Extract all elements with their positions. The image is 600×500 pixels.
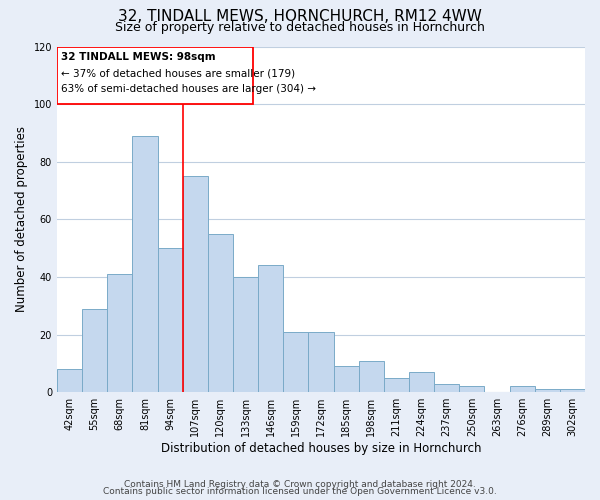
Text: 32 TINDALL MEWS: 98sqm: 32 TINDALL MEWS: 98sqm [61,52,215,62]
Bar [384,378,409,392]
Bar [182,176,208,392]
Bar [434,384,459,392]
Bar [82,308,107,392]
Text: Size of property relative to detached houses in Hornchurch: Size of property relative to detached ho… [115,21,485,34]
Text: ← 37% of detached houses are smaller (179): ← 37% of detached houses are smaller (17… [61,68,295,78]
Bar [208,234,233,392]
Bar [359,360,384,392]
Bar [334,366,359,392]
Bar [535,390,560,392]
Text: 63% of semi-detached houses are larger (304) →: 63% of semi-detached houses are larger (… [61,84,316,94]
Bar [158,248,182,392]
Text: 32, TINDALL MEWS, HORNCHURCH, RM12 4WW: 32, TINDALL MEWS, HORNCHURCH, RM12 4WW [118,9,482,24]
FancyBboxPatch shape [57,46,253,104]
Bar [308,332,334,392]
Bar [283,332,308,392]
Bar [133,136,158,392]
Bar [560,390,585,392]
Bar [233,277,258,392]
X-axis label: Distribution of detached houses by size in Hornchurch: Distribution of detached houses by size … [161,442,481,455]
Text: Contains HM Land Registry data © Crown copyright and database right 2024.: Contains HM Land Registry data © Crown c… [124,480,476,489]
Bar [409,372,434,392]
Bar [258,266,283,392]
Text: Contains public sector information licensed under the Open Government Licence v3: Contains public sector information licen… [103,487,497,496]
Bar [107,274,133,392]
Bar [57,369,82,392]
Y-axis label: Number of detached properties: Number of detached properties [15,126,28,312]
Bar [509,386,535,392]
Bar [459,386,484,392]
